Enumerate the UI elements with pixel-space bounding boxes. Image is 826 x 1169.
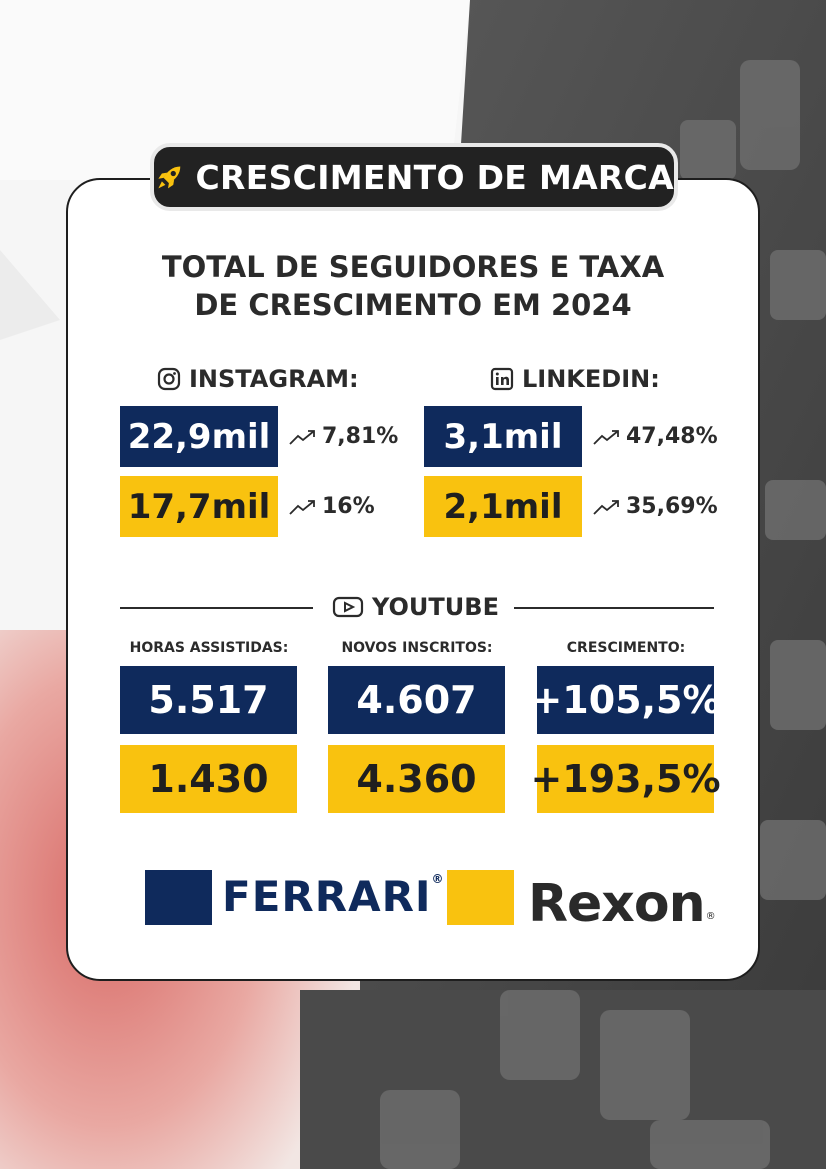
col-head-subscribers: NOVOS INSCRITOS:	[341, 640, 493, 656]
ferrari-reg-mark: ®	[431, 872, 445, 886]
youtube-label: YOUTUBE	[332, 592, 499, 622]
badge-title: CRESCIMENTO DE MARCA	[195, 157, 674, 197]
linkedin-rexon-growth-text: 35,69%	[626, 494, 718, 519]
rexon-reg-mark: ®	[705, 911, 716, 922]
youtube-rexon-growth: +193,5%	[530, 745, 721, 813]
youtube-divider-right	[514, 607, 714, 609]
title-badge: CRESCIMENTO DE MARCA	[150, 143, 678, 211]
stats-card	[66, 178, 760, 981]
linkedin-label-text: LINKEDIN:	[522, 365, 660, 393]
instagram-ferrari-growth-text: 7,81%	[322, 424, 399, 449]
trend-up-icon	[593, 429, 619, 445]
youtube-ferrari-hours: 5.517	[120, 666, 297, 734]
headline-line-2: DE CRESCIMENTO EM 2024	[194, 288, 632, 322]
youtube-divider-left	[120, 607, 313, 609]
instagram-ferrari-growth: 7,81%	[289, 424, 398, 449]
rocket-icon	[158, 166, 181, 189]
linkedin-ferrari-growth: 47,48%	[593, 424, 718, 449]
youtube-rexon-subscribers: 4.360	[328, 745, 505, 813]
rexon-logo: Rexon ®	[528, 862, 716, 932]
linkedin-rexon-growth: 35,69%	[593, 494, 718, 519]
trend-up-icon	[289, 429, 315, 445]
ferrari-color-swatch	[145, 870, 212, 925]
linkedin-rexon-value: 2,1mil	[424, 476, 582, 537]
rexon-color-swatch	[447, 870, 514, 925]
youtube-rexon-hours: 1.430	[120, 745, 297, 813]
trend-up-icon	[593, 499, 619, 515]
instagram-icon	[157, 367, 181, 391]
youtube-label-text: YOUTUBE	[372, 593, 499, 621]
youtube-play-icon	[332, 596, 364, 618]
linkedin-icon	[490, 367, 514, 391]
col-head-growth: CRESCIMENTO:	[566, 640, 686, 656]
youtube-ferrari-subscribers: 4.607	[328, 666, 505, 734]
instagram-ferrari-value: 22,9mil	[120, 406, 278, 467]
headline-line-1: TOTAL DE SEGUIDORES E TAXA	[161, 250, 665, 284]
youtube-ferrari-growth: +105,5%	[530, 666, 721, 734]
trend-up-icon	[289, 499, 315, 515]
instagram-rexon-growth: 16%	[289, 494, 375, 519]
rexon-logo-text: Rexon	[528, 874, 706, 934]
col-head-hours: HORAS ASSISTIDAS:	[129, 640, 289, 656]
linkedin-ferrari-value: 3,1mil	[424, 406, 582, 467]
instagram-label: INSTAGRAM:	[157, 364, 359, 394]
linkedin-ferrari-growth-text: 47,48%	[626, 424, 718, 449]
instagram-label-text: INSTAGRAM:	[189, 365, 359, 393]
instagram-rexon-growth-text: 16%	[322, 494, 375, 519]
instagram-rexon-value: 17,7mil	[120, 476, 278, 537]
linkedin-label: LINKEDIN:	[490, 364, 660, 394]
ferrari-logo-text: FERRARI	[222, 872, 432, 921]
ferrari-logo: FERRARI®	[222, 872, 445, 921]
